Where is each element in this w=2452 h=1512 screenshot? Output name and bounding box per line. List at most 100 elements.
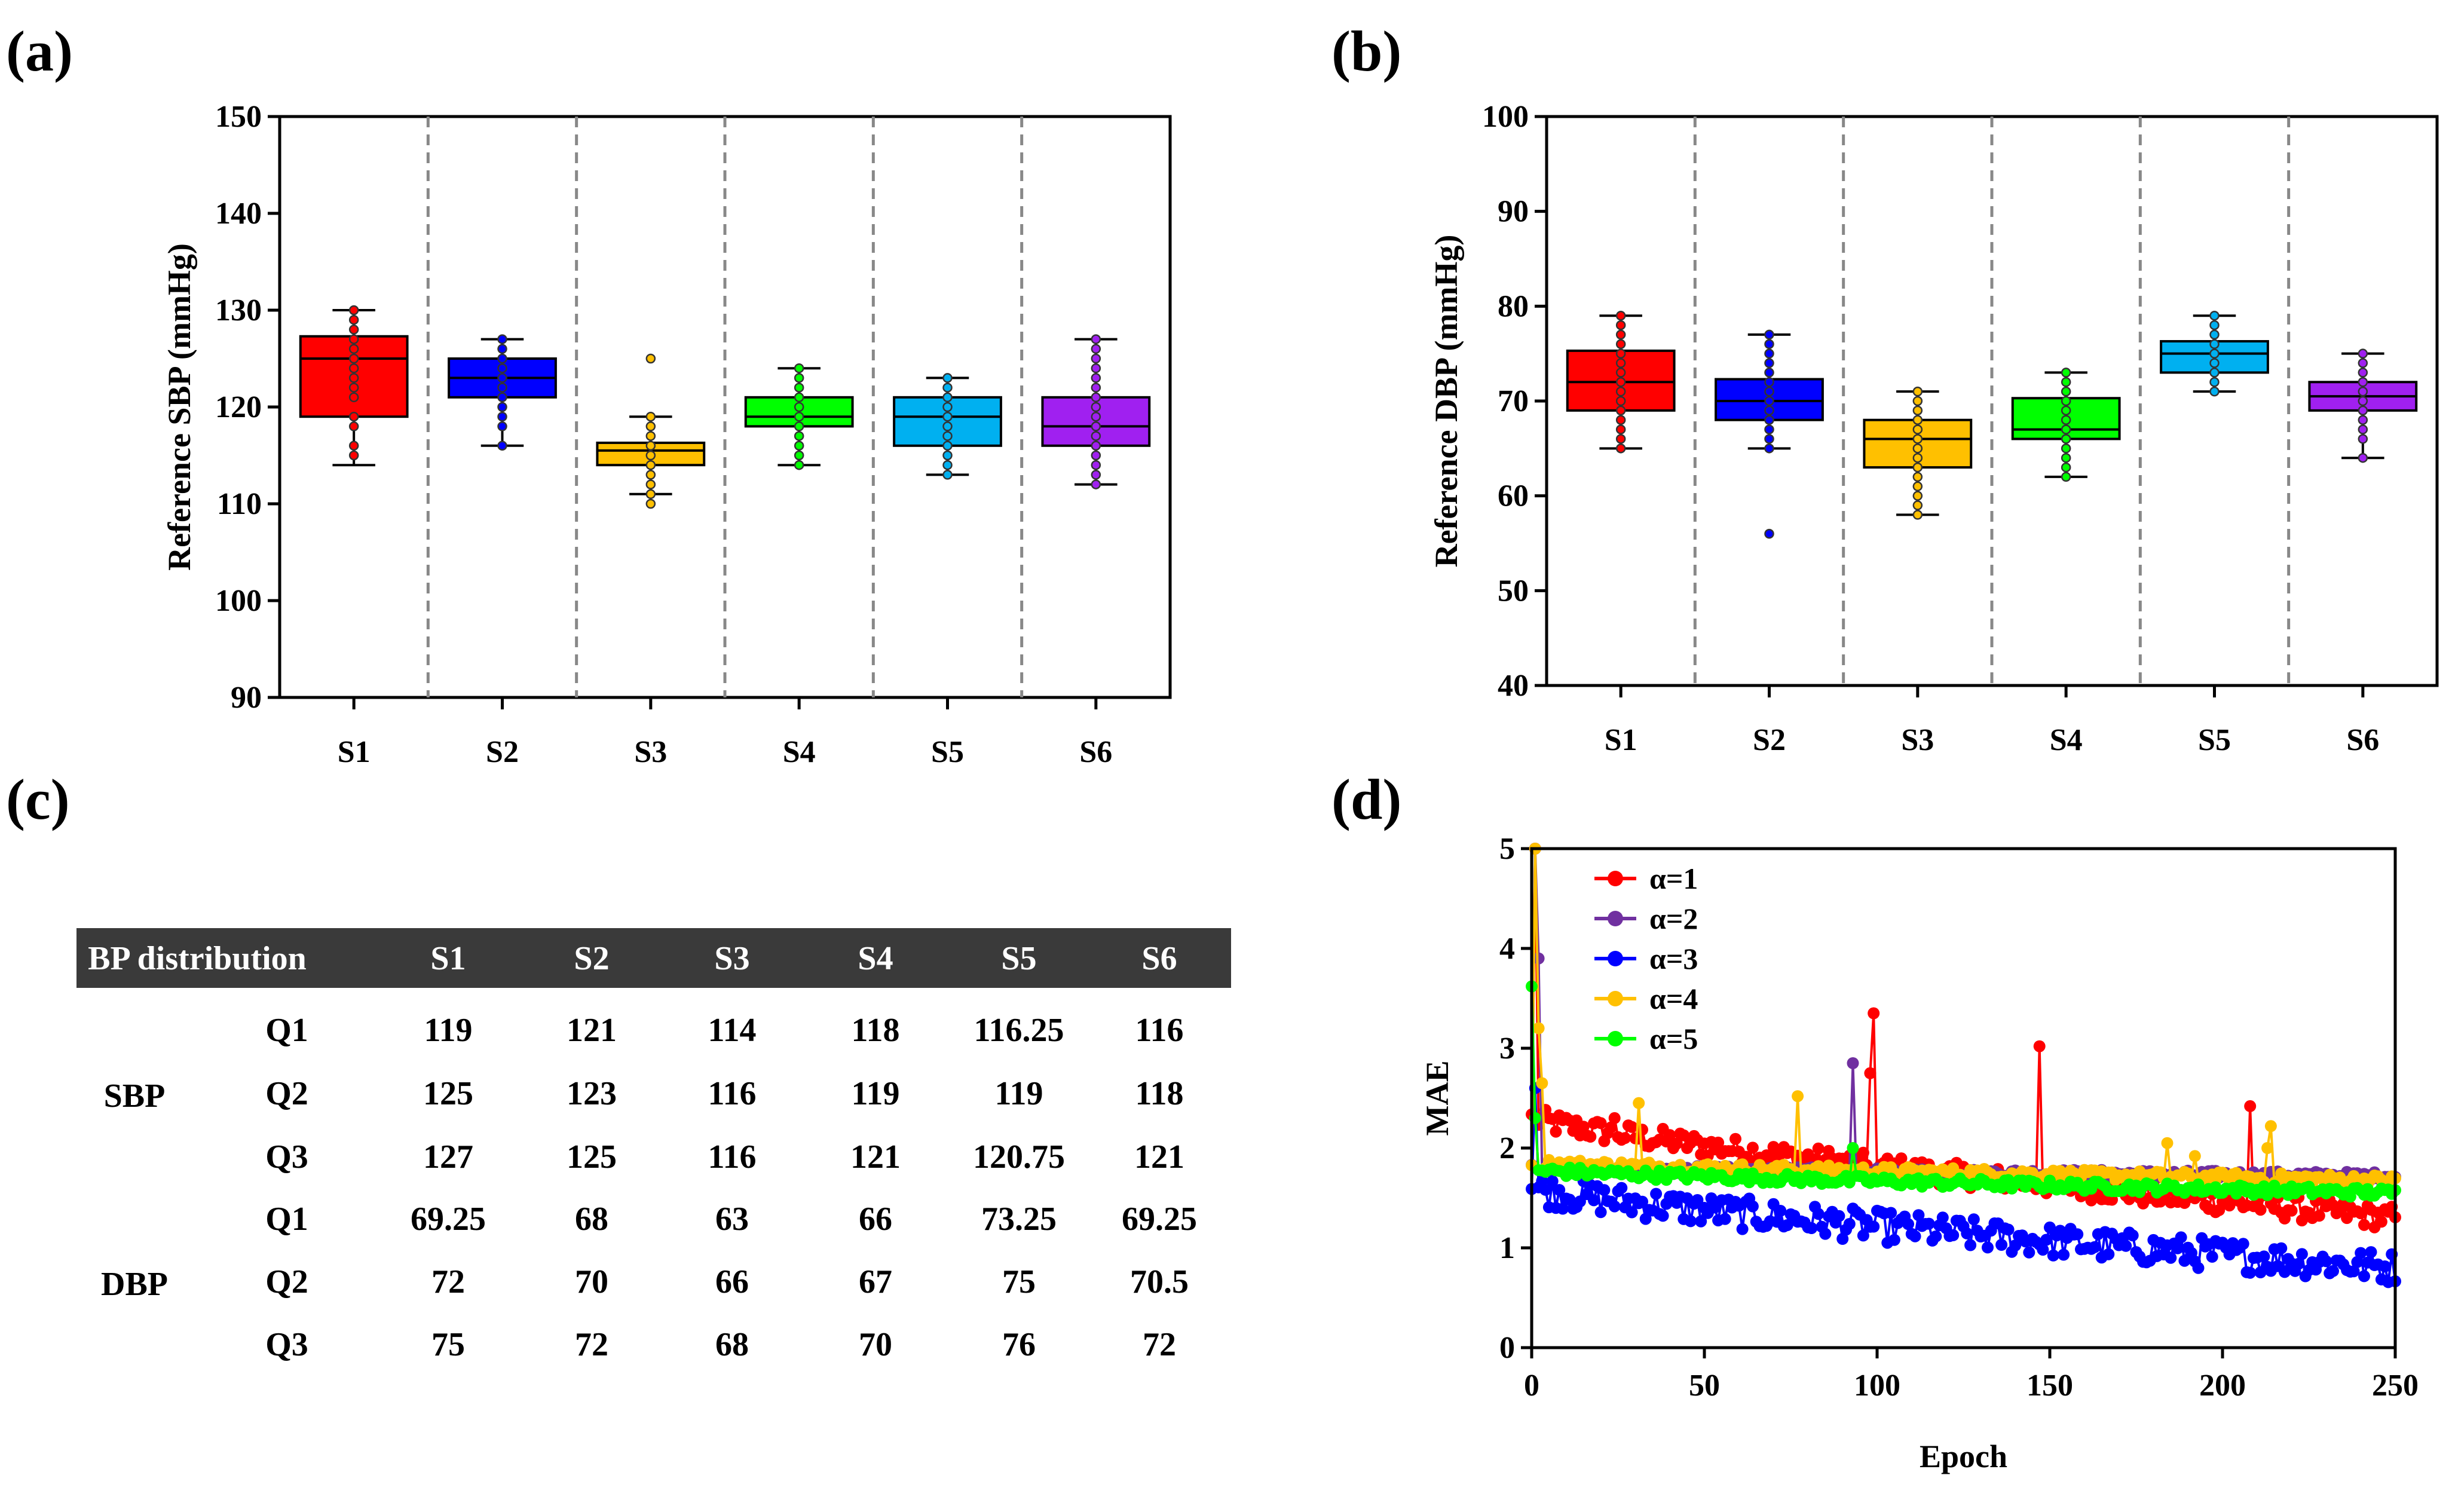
box-S2 xyxy=(448,334,557,451)
panel-label-c: (c) xyxy=(6,767,70,831)
data-point xyxy=(348,440,359,451)
data-point xyxy=(2061,462,2071,473)
legend-marker xyxy=(1608,951,1623,966)
series-point xyxy=(1930,1230,1942,1242)
y-tick-label: 60 xyxy=(1498,479,1529,513)
data-point xyxy=(2061,405,2071,416)
data-point xyxy=(794,450,804,461)
series-5 xyxy=(1526,980,2401,1203)
series-point xyxy=(2285,1204,2298,1217)
series-point xyxy=(1619,1132,1631,1144)
data-point xyxy=(497,392,507,403)
series-point xyxy=(1539,1183,1552,1196)
x-tick-label: 250 xyxy=(2372,1369,2419,1403)
data-point xyxy=(497,353,507,364)
data-point xyxy=(1764,348,1774,359)
data-point xyxy=(1912,415,1923,425)
data-point xyxy=(942,440,953,451)
series-point xyxy=(2237,1238,2249,1250)
data-point xyxy=(645,479,656,489)
table-header-S3: S3 xyxy=(714,940,749,977)
table-header-bar xyxy=(76,928,1231,988)
data-point xyxy=(1091,460,1101,470)
x-tick-label: 200 xyxy=(2199,1369,2246,1403)
data-point xyxy=(1912,462,1923,473)
series-point xyxy=(2206,1250,2218,1263)
table-cell: 123 xyxy=(567,1075,617,1112)
legend-label: α=2 xyxy=(1649,902,1698,935)
x-tick-label: S6 xyxy=(2346,723,2379,757)
series-point xyxy=(1964,1239,1977,1251)
data-point xyxy=(645,440,656,451)
y-tick-label: 80 xyxy=(1498,289,1529,323)
series-point xyxy=(1805,1222,1818,1234)
data-point xyxy=(1912,443,1923,454)
y-tick-label: 140 xyxy=(215,197,262,231)
series-point xyxy=(1819,1228,1832,1240)
bp-distribution-table: BP distribution S1 S2 S3 S4 S5 S6 SBP Q1 119 121 11… xyxy=(76,928,1231,1363)
table-cell: 119 xyxy=(995,1075,1043,1112)
legend: α=1 α=2 α=3 α=4 α=5 xyxy=(1594,862,1698,1055)
outlier-point xyxy=(1764,528,1774,539)
y-tick-label: 40 xyxy=(1498,669,1529,703)
table-cell: 72 xyxy=(431,1263,465,1300)
data-point xyxy=(1615,329,1626,340)
data-point xyxy=(645,489,656,500)
data-point xyxy=(497,421,507,431)
table-cell: 66 xyxy=(715,1263,749,1300)
series-point xyxy=(2033,1040,2046,1052)
series-point xyxy=(1608,1112,1621,1124)
series-point xyxy=(1594,1117,1607,1130)
data-point xyxy=(1091,431,1101,441)
series-point xyxy=(2071,1228,2084,1241)
data-point xyxy=(942,411,953,422)
series-point xyxy=(1902,1218,1914,1231)
data-point xyxy=(1091,450,1101,461)
series-point xyxy=(2295,1248,2308,1260)
series-point xyxy=(1864,1067,1877,1079)
x-tick-label: 0 xyxy=(1524,1369,1539,1403)
data-point xyxy=(794,431,804,441)
series-point xyxy=(1781,1219,1793,1231)
series-point xyxy=(2188,1150,2201,1162)
data-point xyxy=(348,314,359,325)
series-point xyxy=(1712,1136,1725,1149)
legend-marker xyxy=(1608,911,1623,926)
series-point xyxy=(1909,1230,1921,1242)
y-tick-label: 50 xyxy=(1498,574,1529,608)
series-point xyxy=(1636,1195,1648,1208)
data-point xyxy=(348,382,359,393)
x-tick-label: S1 xyxy=(338,735,371,769)
data-point xyxy=(2358,405,2368,416)
panel-label-b: (b) xyxy=(1331,19,1401,83)
series-point xyxy=(1888,1234,1900,1246)
data-point xyxy=(1912,396,1923,406)
data-point xyxy=(645,450,656,461)
table-group-SBP: SBP xyxy=(104,1078,166,1115)
y-tick-label: 2 xyxy=(1499,1131,1515,1165)
series-point xyxy=(2126,1229,2139,1242)
series-point xyxy=(1895,1152,1908,1165)
data-point xyxy=(1615,368,1626,378)
y-tick-label: 4 xyxy=(1499,932,1515,966)
legend-label: α=3 xyxy=(1649,942,1698,975)
series-point xyxy=(1885,1207,1897,1219)
data-point xyxy=(794,421,804,431)
table-header-S4: S4 xyxy=(858,940,893,977)
series-point xyxy=(1947,1229,1960,1241)
y-tick-label: 70 xyxy=(1498,384,1529,418)
table-header-BP distribution: BP distribution xyxy=(88,940,307,977)
series-point xyxy=(2023,1246,2035,1259)
series-3 xyxy=(1526,1082,2401,1288)
series-point xyxy=(1857,1146,1869,1159)
series-point xyxy=(1719,1213,1731,1225)
data-point xyxy=(2209,368,2220,378)
y-tick-label: 150 xyxy=(215,100,262,134)
data-point xyxy=(2358,424,2368,434)
series-point xyxy=(2192,1262,2205,1274)
table-cell: 76 xyxy=(1002,1326,1036,1363)
dbp-box-chart: 40 50 60 70 80 90 100 S1 S2 S3 S4 S5 S6 Reference DBP… xyxy=(1428,100,2439,757)
series-point xyxy=(1532,1022,1545,1034)
legend-label: α=1 xyxy=(1649,862,1698,895)
y-tick-label: 110 xyxy=(217,487,262,521)
